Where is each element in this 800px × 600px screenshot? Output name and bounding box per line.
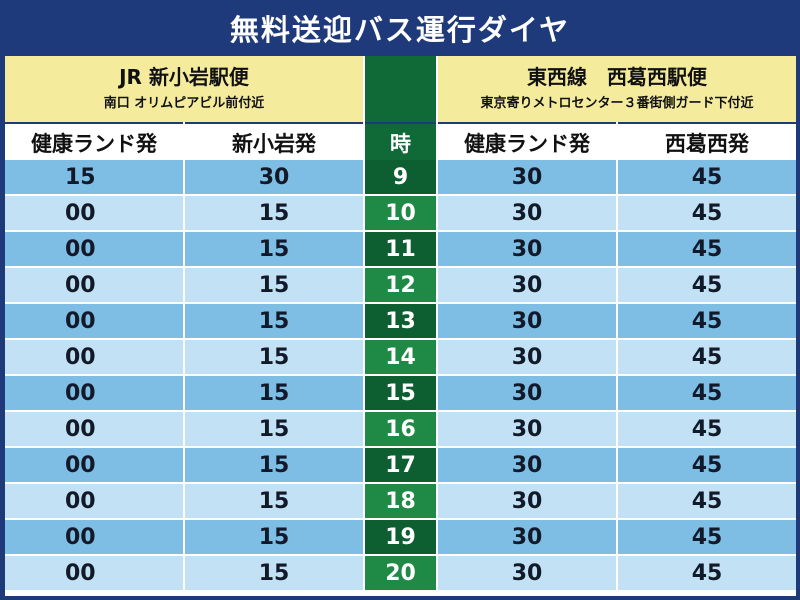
cell-nishikasai: 45 xyxy=(618,196,796,230)
cell-hour: 9 xyxy=(365,160,436,194)
table-row: 00 15 16 30 45 xyxy=(5,412,796,448)
cell-kenko-right: 30 xyxy=(438,520,616,554)
cell-shinkoiwa: 15 xyxy=(185,556,363,590)
cell-hour: 18 xyxy=(365,484,436,518)
cell-kenko-left: 00 xyxy=(5,340,183,374)
cell-kenko-left: 00 xyxy=(5,232,183,266)
cell-shinkoiwa: 15 xyxy=(185,268,363,302)
cell-shinkoiwa: 15 xyxy=(185,232,363,266)
cell-kenko-right: 30 xyxy=(438,376,616,410)
cell-nishikasai: 45 xyxy=(618,448,796,482)
cell-kenko-left: 00 xyxy=(5,304,183,338)
table-row: 00 15 15 30 45 xyxy=(5,376,796,412)
cell-kenko-left: 00 xyxy=(5,484,183,518)
table-row: 00 15 17 30 45 xyxy=(5,448,796,484)
cell-nishikasai: 45 xyxy=(618,268,796,302)
header-kenko-depart-right: 健康ランド発 xyxy=(438,122,616,161)
cell-kenko-right: 30 xyxy=(438,412,616,446)
header-nishikasai-depart: 西葛西発 xyxy=(618,122,796,161)
cell-nishikasai: 45 xyxy=(618,412,796,446)
timetable-rows: 15 30 9 30 45 00 15 10 30 45 00 15 11 30 45 00 15 12 30 45 0… xyxy=(5,160,796,592)
cell-hour: 15 xyxy=(365,376,436,410)
cell-kenko-left: 00 xyxy=(5,520,183,554)
cell-shinkoiwa: 15 xyxy=(185,484,363,518)
cell-nishikasai: 45 xyxy=(618,484,796,518)
cell-nishikasai: 45 xyxy=(618,340,796,374)
cell-kenko-right: 30 xyxy=(438,304,616,338)
cell-kenko-left: 00 xyxy=(5,556,183,590)
hour-column-top xyxy=(365,56,436,122)
cell-hour: 20 xyxy=(365,556,436,590)
cell-hour: 14 xyxy=(365,340,436,374)
cell-hour: 10 xyxy=(365,196,436,230)
cell-shinkoiwa: 15 xyxy=(185,520,363,554)
cell-shinkoiwa: 15 xyxy=(185,196,363,230)
cell-nishikasai: 45 xyxy=(618,160,796,194)
cell-hour: 17 xyxy=(365,448,436,482)
table-row: 00 15 20 30 45 xyxy=(5,556,796,592)
table-row: 15 30 9 30 45 xyxy=(5,160,796,196)
cell-shinkoiwa: 15 xyxy=(185,340,363,374)
cell-kenko-right: 30 xyxy=(438,160,616,194)
cell-kenko-right: 30 xyxy=(438,484,616,518)
table-row: 00 15 10 30 45 xyxy=(5,196,796,232)
cell-nishikasai: 45 xyxy=(618,520,796,554)
cell-kenko-right: 30 xyxy=(438,556,616,590)
timetable: JR 新小岩駅便 南口 オリムピアビル前付近 東西線 西葛西駅便 東京寄りメトロ… xyxy=(5,56,796,596)
cell-hour: 13 xyxy=(365,304,436,338)
cell-shinkoiwa: 30 xyxy=(185,160,363,194)
left-route-header: JR 新小岩駅便 南口 オリムピアビル前付近 xyxy=(5,56,363,122)
right-route-stop: 東京寄りメトロセンター３番街側ガード下付近 xyxy=(480,96,754,111)
table-row: 00 15 19 30 45 xyxy=(5,520,796,556)
cell-kenko-right: 30 xyxy=(438,448,616,482)
cell-kenko-right: 30 xyxy=(438,196,616,230)
cell-hour: 16 xyxy=(365,412,436,446)
cell-kenko-left: 00 xyxy=(5,196,183,230)
left-route-stop: 南口 オリムピアビル前付近 xyxy=(103,96,265,111)
cell-nishikasai: 45 xyxy=(618,376,796,410)
cell-kenko-left: 00 xyxy=(5,412,183,446)
cell-hour: 12 xyxy=(365,268,436,302)
cell-kenko-left: 00 xyxy=(5,376,183,410)
table-row: 00 15 18 30 45 xyxy=(5,484,796,520)
table-row: 00 15 12 30 45 xyxy=(5,268,796,304)
cell-nishikasai: 45 xyxy=(618,232,796,266)
cell-kenko-left: 15 xyxy=(5,160,183,194)
cell-shinkoiwa: 15 xyxy=(185,376,363,410)
cell-nishikasai: 45 xyxy=(618,304,796,338)
table-row: 00 15 13 30 45 xyxy=(5,304,796,340)
header-kenko-depart-left: 健康ランド発 xyxy=(5,122,183,161)
cell-hour: 19 xyxy=(365,520,436,554)
right-route-name: 東西線 西葛西駅便 xyxy=(527,65,707,89)
left-route-name: JR 新小岩駅便 xyxy=(119,65,249,89)
cell-hour: 11 xyxy=(365,232,436,266)
cell-shinkoiwa: 15 xyxy=(185,448,363,482)
header-hour: 時 xyxy=(365,122,436,161)
table-row: 00 15 11 30 45 xyxy=(5,232,796,268)
cell-kenko-left: 00 xyxy=(5,448,183,482)
cell-kenko-right: 30 xyxy=(438,340,616,374)
right-route-header: 東西線 西葛西駅便 東京寄りメトロセンター３番街側ガード下付近 xyxy=(438,56,796,122)
header-shinkoiwa-depart: 新小岩発 xyxy=(185,122,363,161)
cell-shinkoiwa: 15 xyxy=(185,412,363,446)
table-row: 00 15 14 30 45 xyxy=(5,340,796,376)
page-title: 無料送迎バス運行ダイヤ xyxy=(229,13,571,47)
cell-kenko-left: 00 xyxy=(5,268,183,302)
cell-kenko-right: 30 xyxy=(438,268,616,302)
cell-shinkoiwa: 15 xyxy=(185,304,363,338)
cell-kenko-right: 30 xyxy=(438,232,616,266)
cell-nishikasai: 45 xyxy=(618,556,796,590)
